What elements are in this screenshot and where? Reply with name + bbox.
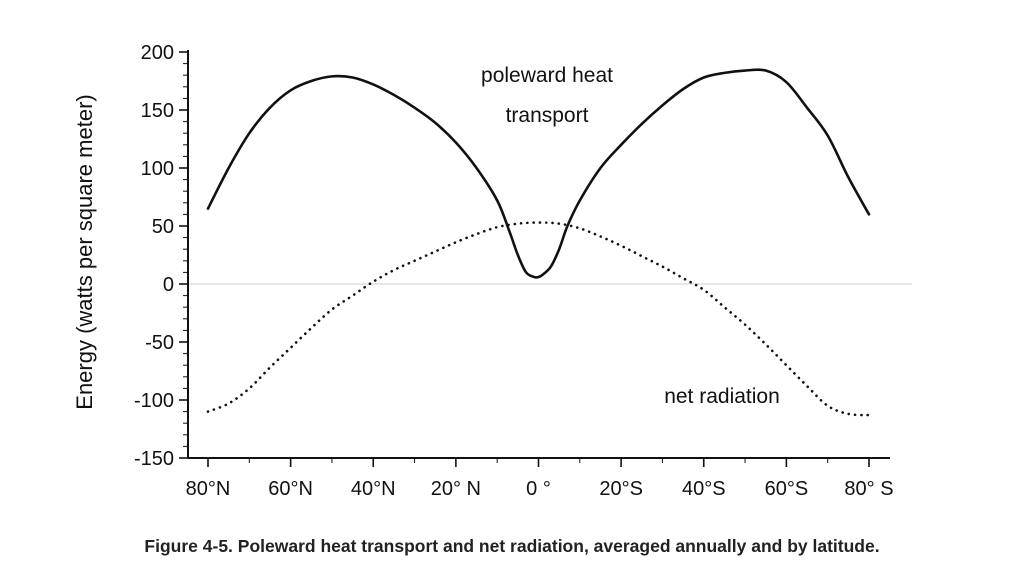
x-tick-label: 40°S [682, 478, 726, 500]
x-tick-label: 60°N [268, 478, 313, 500]
net-radiation-annotation: net radiation [664, 385, 780, 408]
y-tick-label: 150 [141, 100, 174, 122]
y-tick-label: 50 [152, 216, 174, 238]
poleward-heat-transport-series-line [206, 68, 871, 279]
y-tick-label: 0 [163, 274, 174, 296]
y-tick-label: -100 [134, 390, 174, 412]
x-tick-label: 20°S [599, 478, 643, 500]
y-tick-label: -150 [134, 448, 174, 470]
x-tick-label: 40°N [351, 478, 396, 500]
y-tick-label: 200 [141, 42, 174, 64]
y-tick-label: 100 [141, 158, 174, 180]
x-tick-label: 0 ° [526, 478, 551, 500]
y-axis-title: Energy (watts per square meter) [72, 94, 97, 409]
net-radiation-series-line [206, 221, 871, 417]
y-tick-label: -50 [145, 332, 174, 354]
x-tick-label: 80°N [186, 478, 231, 500]
x-tick-label: 60°S [765, 478, 809, 500]
heat-transport-annotation-line2: transport [506, 104, 589, 127]
x-tick-label: 80° S [844, 478, 893, 500]
figure-caption: Figure 4-5. Poleward heat transport and … [144, 536, 880, 556]
x-tick-label: 20° N [431, 478, 481, 500]
heat-transport-annotation-line1: poleward heat [481, 64, 613, 87]
